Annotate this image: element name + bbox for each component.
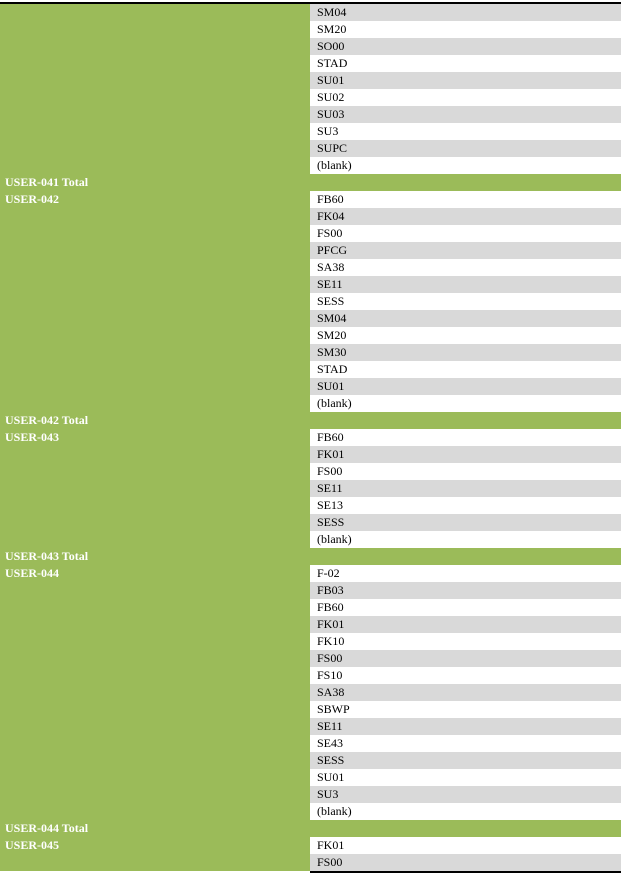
- user-cell: [0, 4, 310, 174]
- code-cell: SU01: [310, 769, 621, 786]
- code-cell: (blank): [310, 803, 621, 820]
- user-label: USER-044: [5, 566, 60, 580]
- code-cell: F-02: [310, 565, 621, 582]
- code-cell: (blank): [310, 395, 621, 412]
- code-cell: SU01: [310, 378, 621, 395]
- code-cell: FK04: [310, 208, 621, 225]
- top-border: [0, 2, 621, 4]
- user-label: USER-042: [5, 192, 60, 206]
- code-cell: FS10: [310, 667, 621, 684]
- user-label: USER-045: [5, 838, 60, 852]
- code-cell: SE43: [310, 735, 621, 752]
- user-cell: [0, 429, 310, 548]
- code-cell: SM20: [310, 327, 621, 344]
- code-cell: SESS: [310, 752, 621, 769]
- code-cell: SA38: [310, 684, 621, 701]
- code-cell: FS00: [310, 650, 621, 667]
- total-row: USER-041 Total: [0, 174, 621, 191]
- user-cell: [0, 837, 310, 871]
- code-cell: SU3: [310, 123, 621, 140]
- code-cell: FK01: [310, 616, 621, 633]
- code-cell: (blank): [310, 531, 621, 548]
- code-cell: SUPC: [310, 140, 621, 157]
- code-cell: SM04: [310, 4, 621, 21]
- code-cell: SE11: [310, 480, 621, 497]
- code-cell: SE11: [310, 718, 621, 735]
- code-cell: SU3: [310, 786, 621, 803]
- code-cell: FS00: [310, 225, 621, 242]
- code-cell: STAD: [310, 361, 621, 378]
- code-cell: SA38: [310, 259, 621, 276]
- total-row: USER-043 Total: [0, 548, 621, 565]
- code-cell: FK01: [310, 837, 621, 854]
- code-cell: SU03: [310, 106, 621, 123]
- code-cell: FB60: [310, 429, 621, 446]
- code-cell: SM30: [310, 344, 621, 361]
- code-cell: SE11: [310, 276, 621, 293]
- code-cell: STAD: [310, 55, 621, 72]
- code-cell: SM20: [310, 21, 621, 38]
- code-cell: (blank): [310, 157, 621, 174]
- user-label: USER-043: [5, 430, 60, 444]
- code-cell: FS00: [310, 854, 621, 871]
- total-row: USER-042 Total: [0, 412, 621, 429]
- code-cell: SO00: [310, 38, 621, 55]
- code-cell: SESS: [310, 293, 621, 310]
- code-cell: SESS: [310, 514, 621, 531]
- total-row: USER-044 Total: [0, 820, 621, 837]
- code-cell: FB03: [310, 582, 621, 599]
- code-cell: SM04: [310, 310, 621, 327]
- code-cell: PFCG: [310, 242, 621, 259]
- code-cell: FK10: [310, 633, 621, 650]
- bottom-border: [310, 871, 621, 873]
- code-cell: FB60: [310, 599, 621, 616]
- user-cell: [0, 565, 310, 820]
- code-cell: FS00: [310, 463, 621, 480]
- code-cell: SU02: [310, 89, 621, 106]
- code-cell: SU01: [310, 72, 621, 89]
- code-cell: SE13: [310, 497, 621, 514]
- user-cell: [0, 191, 310, 412]
- code-cell: SBWP: [310, 701, 621, 718]
- code-cell: FK01: [310, 446, 621, 463]
- code-cell: FB60: [310, 191, 621, 208]
